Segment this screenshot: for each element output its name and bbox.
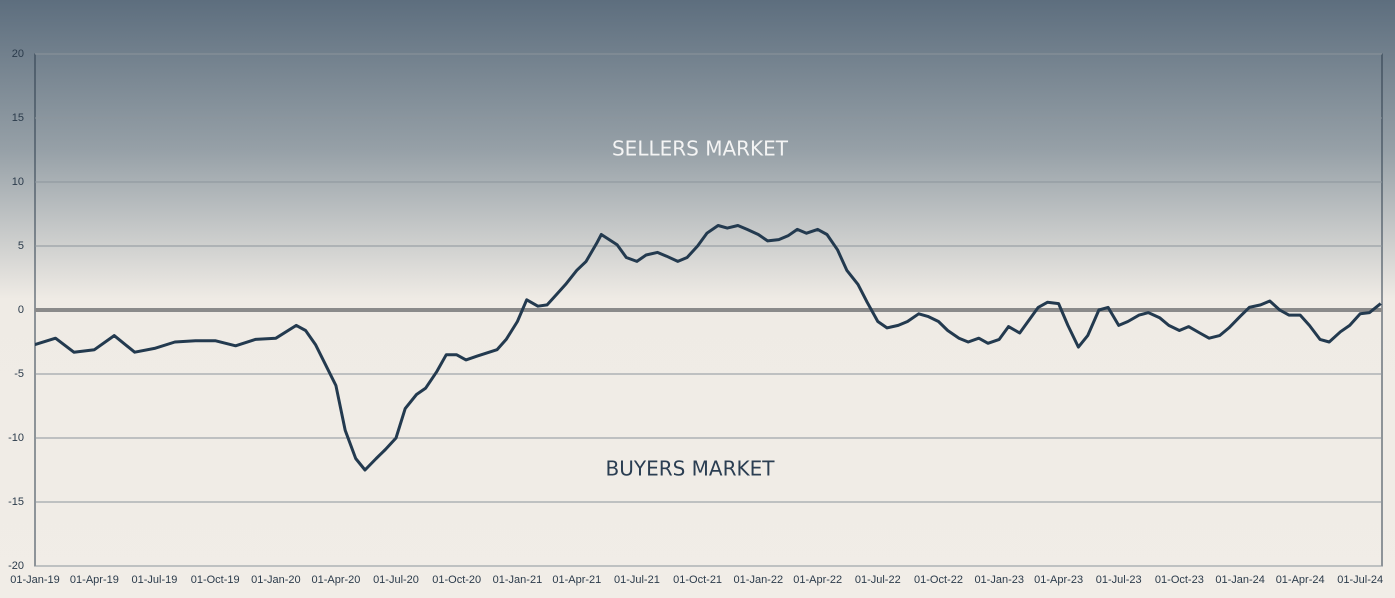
y-tick-label: 5: [18, 240, 24, 252]
x-tick-label: 01-Jan-22: [734, 574, 784, 586]
x-tick-label: 01-Apr-19: [70, 574, 119, 586]
y-tick-label: -10: [8, 432, 24, 444]
x-tick-label: 01-Jul-20: [373, 574, 419, 586]
y-tick-label: -20: [8, 560, 24, 572]
x-tick-label: 01-Jan-24: [1215, 574, 1265, 586]
x-tick-label: 01-Jan-19: [10, 574, 60, 586]
annotation: BUYERS MARKET: [606, 457, 776, 481]
x-tick-label: 01-Oct-23: [1155, 574, 1204, 586]
x-tick-label: 01-Apr-24: [1276, 574, 1325, 586]
x-tick-label: 01-Oct-22: [914, 574, 963, 586]
y-tick-label: -15: [8, 496, 24, 508]
y-tick-label: 0: [18, 304, 24, 316]
x-tick-label: 01-Apr-23: [1034, 574, 1083, 586]
x-tick-label: 01-Jul-21: [614, 574, 660, 586]
x-tick-label: 01-Apr-22: [793, 574, 842, 586]
x-tick-label: 01-Jul-23: [1096, 574, 1142, 586]
x-tick-label: 01-Jan-23: [974, 574, 1024, 586]
x-tick-label: 01-Jul-22: [855, 574, 901, 586]
x-tick-label: 01-Oct-20: [432, 574, 481, 586]
x-tick-label: 01-Jul-24: [1337, 574, 1383, 586]
x-tick-label: 01-Jan-21: [493, 574, 543, 586]
x-tick-label: 01-Oct-19: [191, 574, 240, 586]
x-tick-label: 01-Apr-20: [311, 574, 360, 586]
y-tick-label: 20: [12, 48, 24, 60]
x-tick-label: 01-Apr-21: [552, 574, 601, 586]
x-tick-label: 01-Jul-19: [132, 574, 178, 586]
y-tick-label: 10: [12, 176, 24, 188]
data-line: [34, 224, 1382, 472]
grid: [35, 53, 1382, 567]
annotation: SELLERS MARKET: [612, 137, 789, 161]
x-tick-label: 01-Jan-20: [251, 574, 301, 586]
y-tick-label: 15: [12, 112, 24, 124]
y-tick-label: -5: [14, 368, 24, 380]
x-tick-label: 01-Oct-21: [673, 574, 722, 586]
